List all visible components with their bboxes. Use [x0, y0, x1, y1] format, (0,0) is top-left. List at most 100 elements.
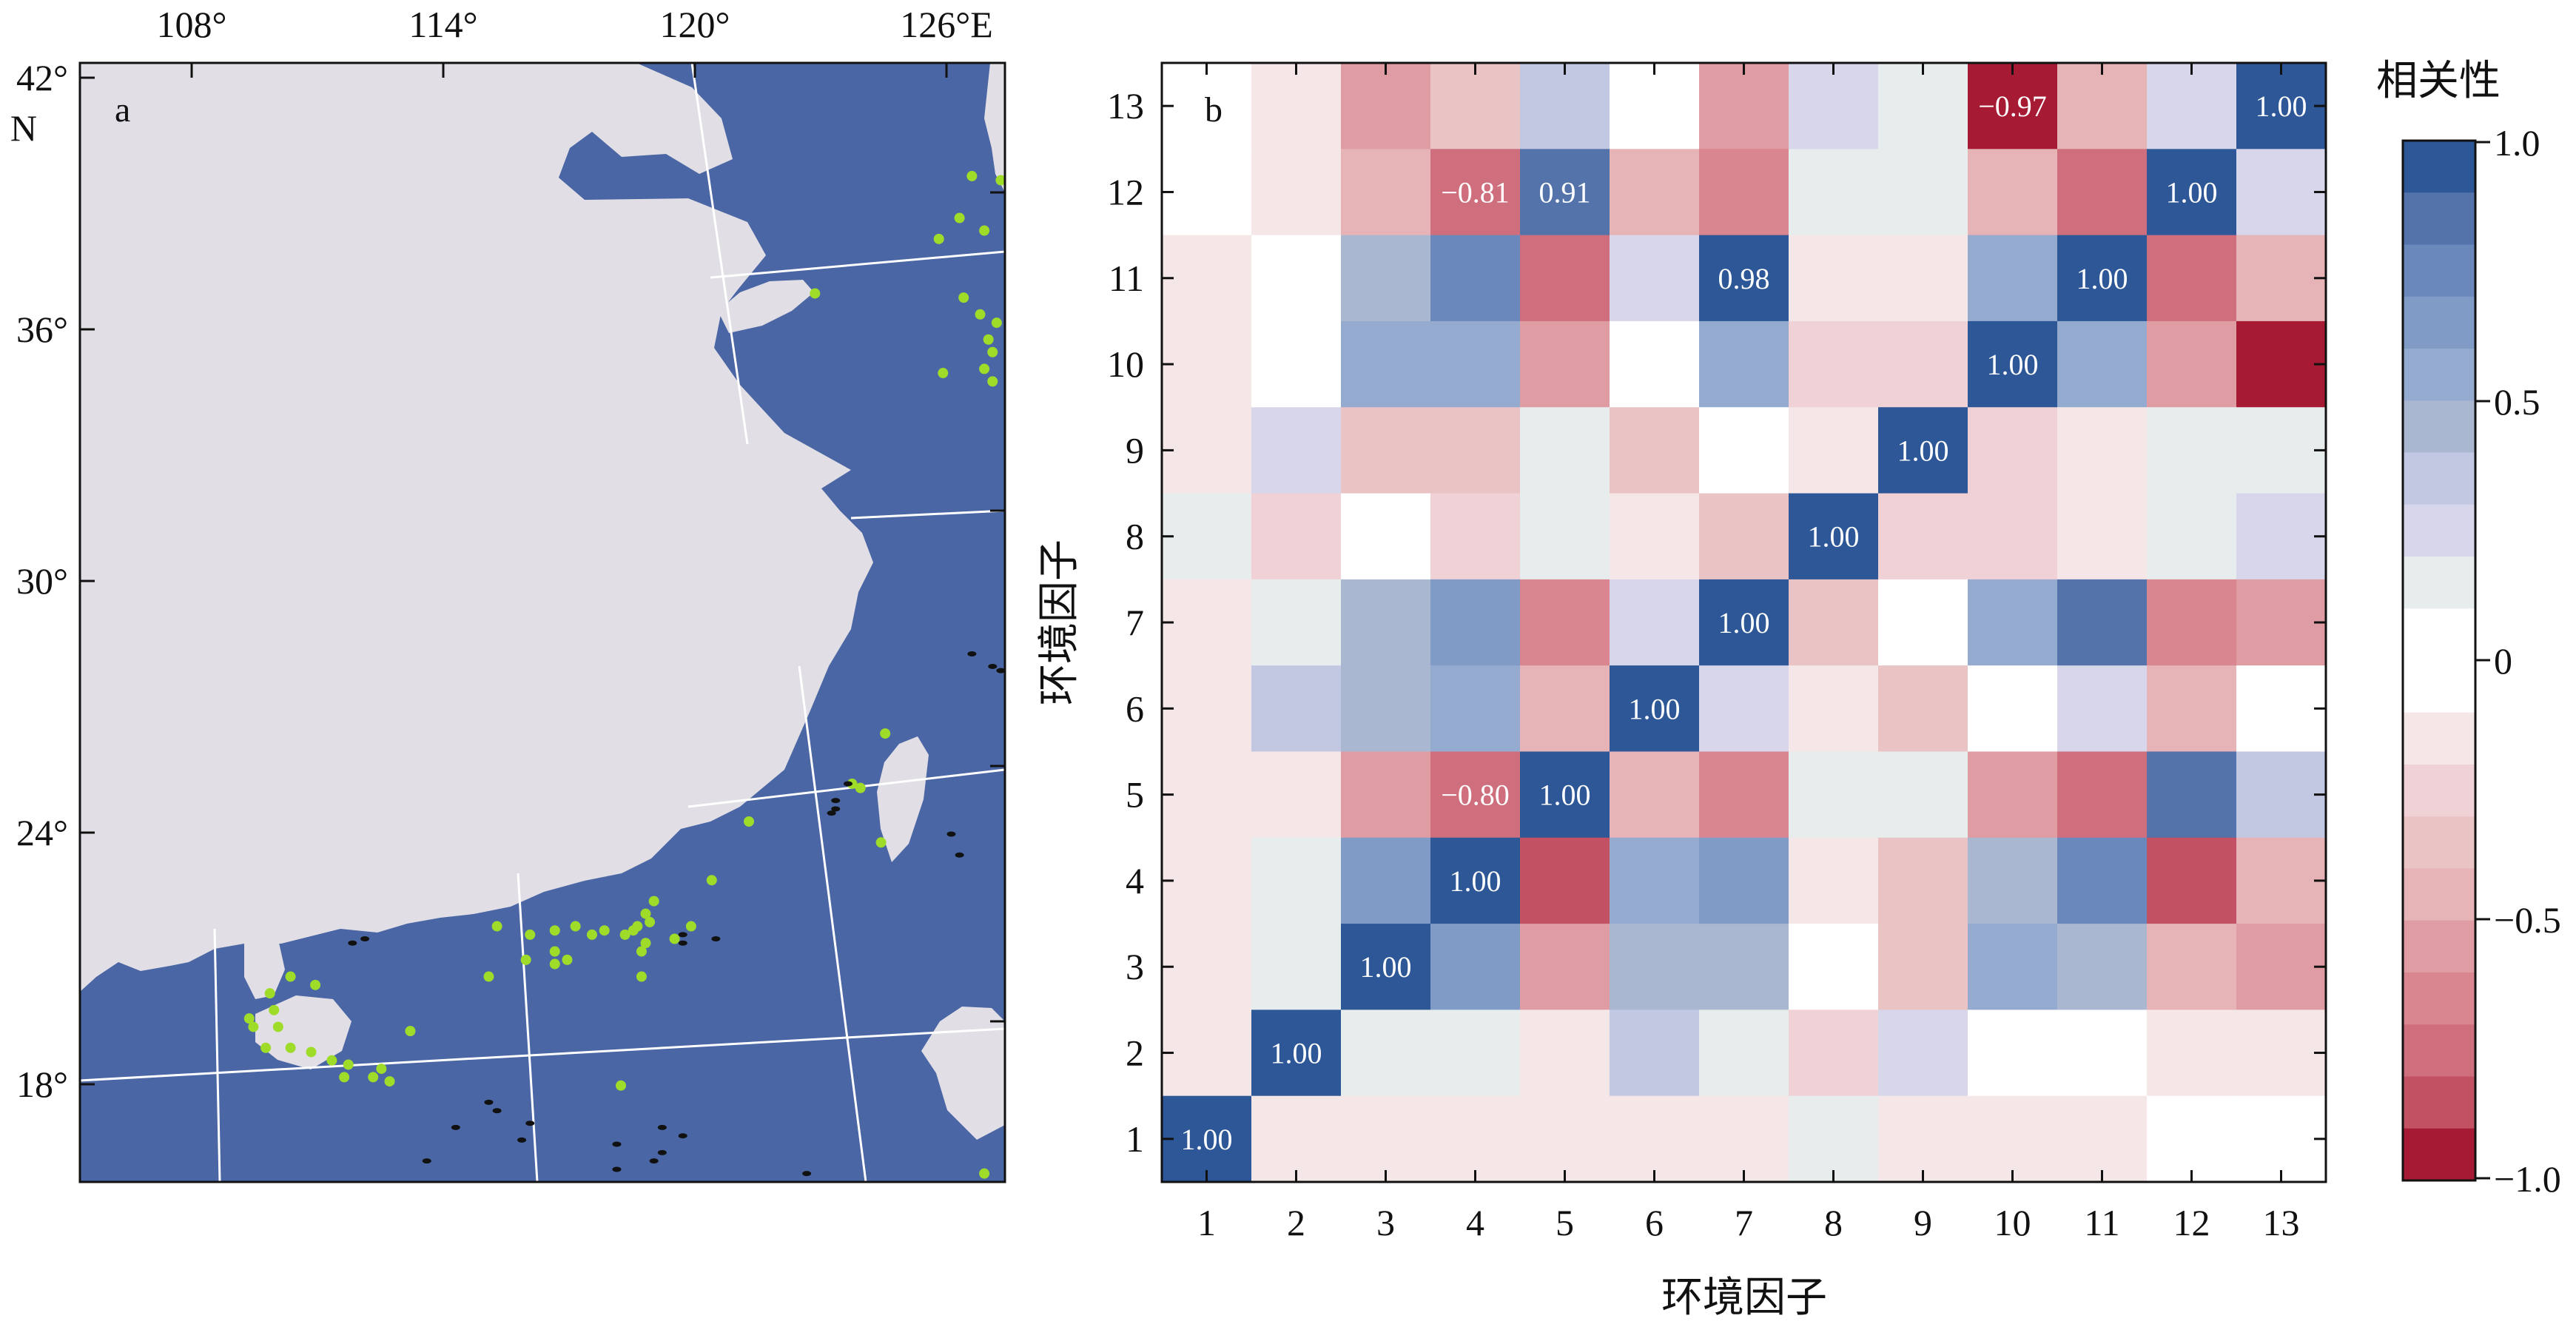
heatmap-cell: [1610, 63, 1700, 150]
heatmap-cell: [2147, 320, 2237, 408]
heatmap-cell: [1162, 579, 1252, 666]
heatmap-value-label: 0.91: [1539, 175, 1591, 209]
heatmap-cell: [1251, 63, 1342, 150]
colorbar: [2403, 141, 2475, 1181]
heatmap-value-label: 1.00: [1718, 606, 1770, 639]
sampling-point-green: [491, 921, 502, 932]
heatmap-cell: [1162, 751, 1252, 839]
heatmap-cell: [1699, 579, 1789, 666]
sampling-point-green: [810, 288, 821, 299]
island-marker-black: [678, 1133, 687, 1139]
heatmap-cell: [1251, 493, 1342, 580]
heatmap-x-tick-label: 13: [2263, 1202, 2300, 1243]
heatmap-cell: [2147, 149, 2237, 236]
heatmap-y-tick-label: 12: [1107, 171, 1144, 212]
heatmap-cell: [1699, 63, 1789, 150]
heatmap-cell: [1341, 665, 1431, 753]
heatmap-cell: [1968, 320, 2058, 408]
heatmap-cell: [1430, 149, 1521, 236]
heatmap-cell: [2147, 407, 2237, 494]
heatmap-cell: [1699, 1009, 1789, 1097]
island-marker-black: [517, 1137, 527, 1143]
sampling-point-green: [706, 875, 717, 886]
sampling-point-green: [562, 954, 573, 965]
heatmap-cell: [1341, 924, 1431, 1010]
taiwan-island: [877, 736, 929, 862]
heatmap-value-label: −0.80: [1441, 779, 1510, 812]
heatmap-cell: [1878, 924, 1968, 1010]
heatmap-cell: [1251, 320, 1342, 408]
heatmap-cell: [1341, 751, 1431, 839]
sampling-point-green: [979, 225, 990, 236]
sampling-point-green: [368, 1072, 379, 1083]
colorbar-segment: [2403, 816, 2475, 870]
heatmap-cell: [1789, 579, 1879, 666]
heatmap-cell: [1878, 235, 1968, 322]
sampling-point-green: [636, 946, 647, 957]
heatmap-cell: [1789, 1009, 1879, 1097]
heatmap-y-tick-label: 7: [1126, 602, 1144, 643]
heatmap-cell: [2057, 63, 2148, 150]
heatmap-cell: [1430, 1009, 1521, 1097]
sampling-point-green: [933, 233, 944, 244]
heatmap-cell: [1789, 235, 1879, 322]
heatmap-cell: [1162, 1095, 1252, 1183]
heatmap-value-label: 1.00: [1629, 692, 1681, 725]
sampling-point-green: [384, 1076, 395, 1087]
heatmap-cell: [2147, 579, 2237, 666]
heatmap-value-label: 1.00: [1360, 950, 1412, 984]
heatmap-cell: [1610, 149, 1700, 236]
heatmap-cell: [1789, 751, 1879, 839]
map-y-tick-label: 36°: [16, 309, 68, 350]
map-area: [80, 63, 1005, 1182]
island-marker-black: [711, 936, 721, 942]
heatmap-value-label: 1.00: [2076, 262, 2128, 295]
sampling-point-green: [619, 929, 630, 940]
heatmap-cell: [1520, 1009, 1610, 1097]
heatmap-cell: [2147, 1009, 2237, 1097]
heatmap-cell: [1878, 320, 1968, 408]
sampling-point-green: [875, 837, 887, 848]
heatmap-cell: [2236, 149, 2327, 236]
heatmap-cell: [2236, 235, 2327, 322]
heatmap-cell: [1341, 837, 1431, 924]
heatmap-cell: [1968, 751, 2058, 839]
heatmap-cell: [1430, 751, 1521, 839]
colorbar-segment: [2403, 660, 2475, 713]
sampling-point-green: [549, 946, 560, 957]
island-marker-black: [525, 1121, 535, 1126]
heatmap-y-tick-label: 8: [1126, 516, 1144, 557]
heatmap-cell: [1968, 63, 2058, 150]
heatmap-y-tick-label: 4: [1126, 860, 1144, 901]
heatmap-cell: [1251, 1095, 1342, 1183]
island-marker-black: [422, 1158, 431, 1164]
colorbar-title: 相关性: [2376, 57, 2501, 105]
heatmap-cells: [1162, 63, 2327, 1183]
island-marker-black: [678, 932, 687, 938]
colorbar-segment: [2403, 1076, 2475, 1129]
heatmap-x-tick-label: 3: [1376, 1202, 1395, 1243]
heatmap-y-tick-label: 10: [1107, 343, 1144, 385]
sampling-point-green: [248, 1021, 259, 1032]
heatmap-cell: [1430, 493, 1521, 580]
colorbar-tick-label: −1.0: [2494, 1158, 2561, 1200]
island-marker-black: [649, 1158, 659, 1164]
heatmap-cell: [1789, 1095, 1879, 1183]
heatmap-cell: [2057, 407, 2148, 494]
heatmap-cell: [1878, 751, 1968, 839]
heatmap-x-tick-label: 7: [1735, 1202, 1753, 1243]
island-marker-black: [678, 940, 687, 946]
heatmap-cell: [1699, 665, 1789, 753]
heatmap-cell: [2057, 751, 2148, 839]
heatmap-cell: [1430, 235, 1521, 322]
heatmap-cell: [1162, 924, 1252, 1010]
heatmap-cell: [1968, 579, 2058, 666]
map-y-tick-label: 42°: [16, 57, 68, 98]
island-marker-black: [967, 651, 977, 656]
colorbar-segment: [2403, 868, 2475, 921]
heatmap-cell: [1699, 493, 1789, 580]
heatmap-cell: [1610, 493, 1700, 580]
heatmap-cell: [2057, 493, 2148, 580]
sampling-point-green: [599, 925, 610, 936]
